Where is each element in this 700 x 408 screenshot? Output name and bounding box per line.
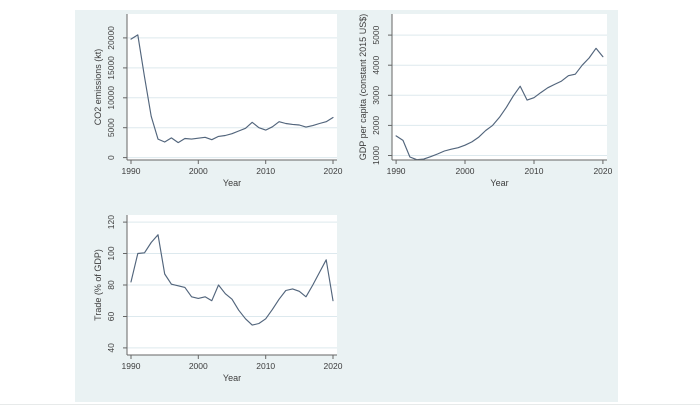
x-tick-label: 2010 bbox=[256, 166, 275, 176]
plot-area bbox=[392, 14, 607, 160]
x-tick-label: 2020 bbox=[324, 166, 343, 176]
y-tick-label: 60 bbox=[106, 312, 116, 322]
x-tick-label: 2000 bbox=[189, 361, 208, 371]
x-tick-label: 2020 bbox=[593, 166, 612, 176]
y-tick-label: 1000 bbox=[371, 146, 381, 165]
y-tick-label: 0 bbox=[106, 155, 116, 160]
y-tick-label: 5000 bbox=[106, 118, 116, 137]
x-tick-label: 2020 bbox=[324, 361, 343, 371]
x-axis-title: Year bbox=[223, 178, 241, 188]
y-tick-label: 80 bbox=[106, 280, 116, 290]
y-tick-label: 15000 bbox=[106, 56, 116, 80]
x-tick-label: 2010 bbox=[256, 361, 275, 371]
y-axis-title: CO2 emissions (kt) bbox=[93, 49, 103, 126]
trade-pct-gdp-line bbox=[130, 234, 334, 326]
x-tick-label: 1990 bbox=[122, 166, 141, 176]
y-tick-label: 40 bbox=[106, 343, 116, 353]
trade-pct-gdp-chart: 40 60 80 100 120 1990 2000 2010 2020 Trade (% of … bbox=[93, 215, 343, 383]
x-axis-title: Year bbox=[490, 178, 508, 188]
x-axis-title: Year bbox=[223, 373, 241, 383]
y-axis-title: GDP per capita (constant 2015 US$) bbox=[358, 14, 368, 160]
co2-emissions-chart: 0 5000 10000 15000 20000 1990 2000 2010 2020 CO2 … bbox=[93, 14, 343, 188]
y-tick-label: 3000 bbox=[371, 86, 381, 105]
y-axis-title: Trade (% of GDP) bbox=[93, 249, 103, 321]
x-tick-label: 1990 bbox=[387, 166, 406, 176]
y-tick-label: 20000 bbox=[106, 26, 116, 50]
y-tick-label: 5000 bbox=[371, 25, 381, 44]
x-tick-label: 2000 bbox=[456, 166, 475, 176]
y-tick-label: 4000 bbox=[371, 55, 381, 74]
y-tick-label: 2000 bbox=[371, 116, 381, 135]
gdp-per-capita-chart: 1000 2000 3000 4000 5000 1990 2000 2010 2020 GDP … bbox=[358, 14, 613, 188]
y-tick-label: 100 bbox=[106, 246, 116, 260]
x-tick-label: 1990 bbox=[122, 361, 141, 371]
y-tick-label: 120 bbox=[106, 215, 116, 229]
x-tick-label: 2010 bbox=[525, 166, 544, 176]
plot-area bbox=[127, 14, 337, 160]
y-tick-label: 10000 bbox=[106, 86, 116, 110]
co2-emissions-line bbox=[130, 34, 334, 144]
gdp-per-capita-line bbox=[395, 47, 604, 161]
bottom-rule bbox=[0, 404, 700, 405]
x-tick-label: 2000 bbox=[189, 166, 208, 176]
